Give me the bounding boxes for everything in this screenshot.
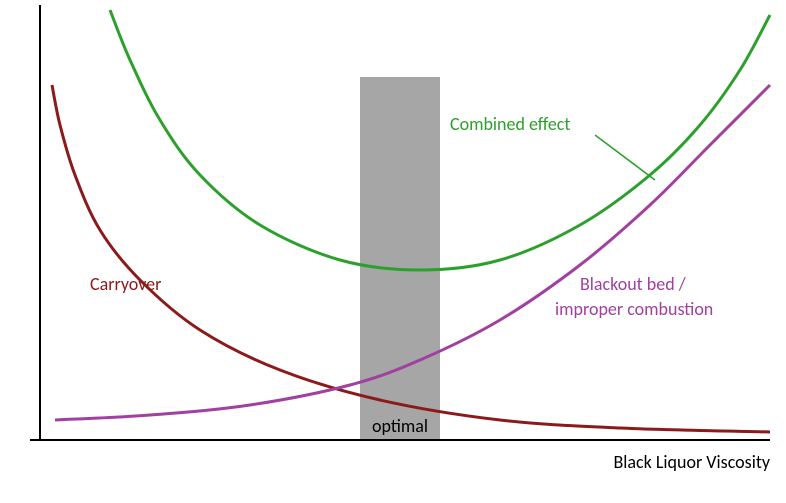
blackout-label-line2: improper combustion	[555, 298, 713, 320]
combined-label: Combined effect	[450, 113, 570, 135]
optimal-label: optimal	[372, 415, 428, 437]
combined-leader-line	[595, 135, 655, 180]
x-axis-label: Black Liquor Viscosity	[613, 451, 770, 473]
chart-svg: optimal Carryover Combined effect Blackout …	[0, 0, 786, 503]
optimal-band	[360, 77, 440, 440]
viscosity-chart: optimal Carryover Combined effect Blackout …	[0, 0, 786, 503]
carryover-label: Carryover	[90, 273, 161, 295]
blackout-label-line1: Blackout bed /	[580, 273, 687, 295]
